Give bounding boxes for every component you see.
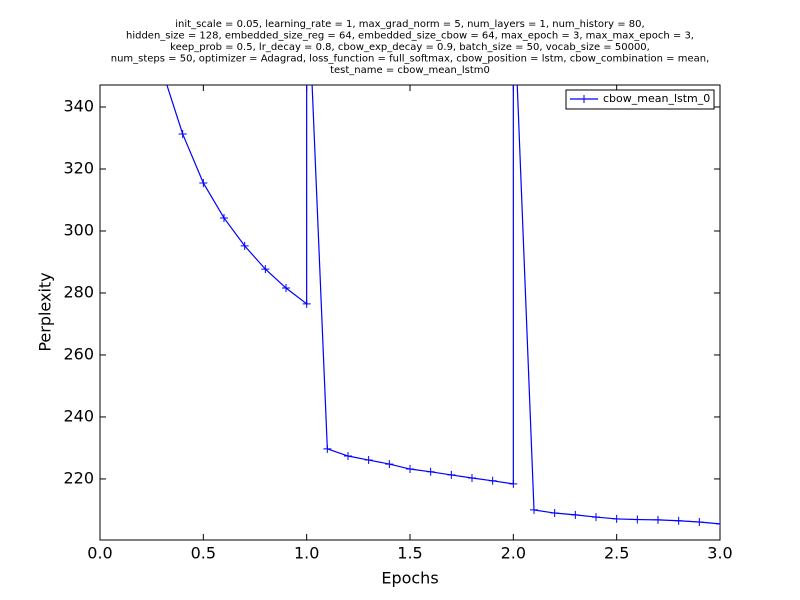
point-marker (550, 509, 559, 518)
point-marker (468, 474, 476, 483)
point-marker (612, 514, 621, 523)
point-marker (240, 241, 249, 250)
point-marker (178, 129, 187, 138)
y-tick-label: 280 (63, 282, 94, 301)
point-marker (592, 513, 600, 522)
point-marker (199, 178, 208, 187)
x-tick-label: 1.5 (397, 544, 422, 563)
y-tick-label: 240 (63, 406, 94, 425)
y-tick-label: 320 (63, 158, 94, 177)
point-marker (323, 444, 332, 453)
point-marker (633, 515, 642, 524)
chart-title: num_steps = 50, optimizer = Adagrad, los… (111, 54, 710, 65)
point-marker (385, 460, 394, 469)
y-tick-label: 260 (63, 344, 94, 363)
x-tick-label: 0.0 (87, 544, 112, 563)
legend-box (565, 89, 715, 110)
plot-area (158, 66, 720, 528)
y-tick-label: 300 (63, 220, 94, 239)
y-tick-label: 340 (63, 97, 94, 116)
point-marker (220, 213, 228, 222)
chart-title: keep_prob = 0.5, lr_decay = 0.8, cbow_ex… (170, 42, 650, 53)
x-tick-label: 2.0 (501, 544, 526, 563)
point-marker (364, 456, 373, 465)
point-marker (674, 516, 683, 525)
y-axis-label: Perplexity (36, 272, 55, 351)
x-axis-label: Epochs (381, 569, 438, 588)
x-tick-label: 0.5 (191, 544, 216, 563)
x-tick-label: 1.0 (294, 544, 319, 563)
point-marker (716, 519, 720, 528)
point-marker (344, 452, 352, 461)
point-marker (261, 265, 270, 274)
chart-title: test_name = cbow_mean_lstm0 (330, 65, 490, 76)
point-marker (571, 510, 580, 519)
legend-marker (580, 95, 588, 103)
chart-title: init_scale = 0.05, learning_rate = 1, ma… (175, 19, 644, 30)
legend: cbow_mean_lstm_0 (565, 89, 715, 110)
point-marker (530, 505, 538, 514)
point-marker (654, 515, 662, 524)
legend-label: cbow_mean_lstm_0 (603, 92, 710, 105)
point-marker (426, 467, 435, 476)
x-tick-label: 3.0 (707, 544, 732, 563)
point-marker (302, 299, 311, 308)
point-marker (695, 518, 704, 527)
y-tick-label: 220 (63, 468, 94, 487)
point-marker (282, 284, 290, 293)
x-tick-label: 2.5 (604, 544, 629, 563)
chart-title: hidden_size = 128, embedded_size_reg = 6… (126, 31, 694, 42)
point-marker (406, 465, 414, 474)
point-marker (447, 470, 456, 479)
point-marker (158, 66, 166, 74)
point-marker (509, 479, 518, 488)
series-line (166, 85, 720, 525)
point-marker (488, 476, 497, 485)
